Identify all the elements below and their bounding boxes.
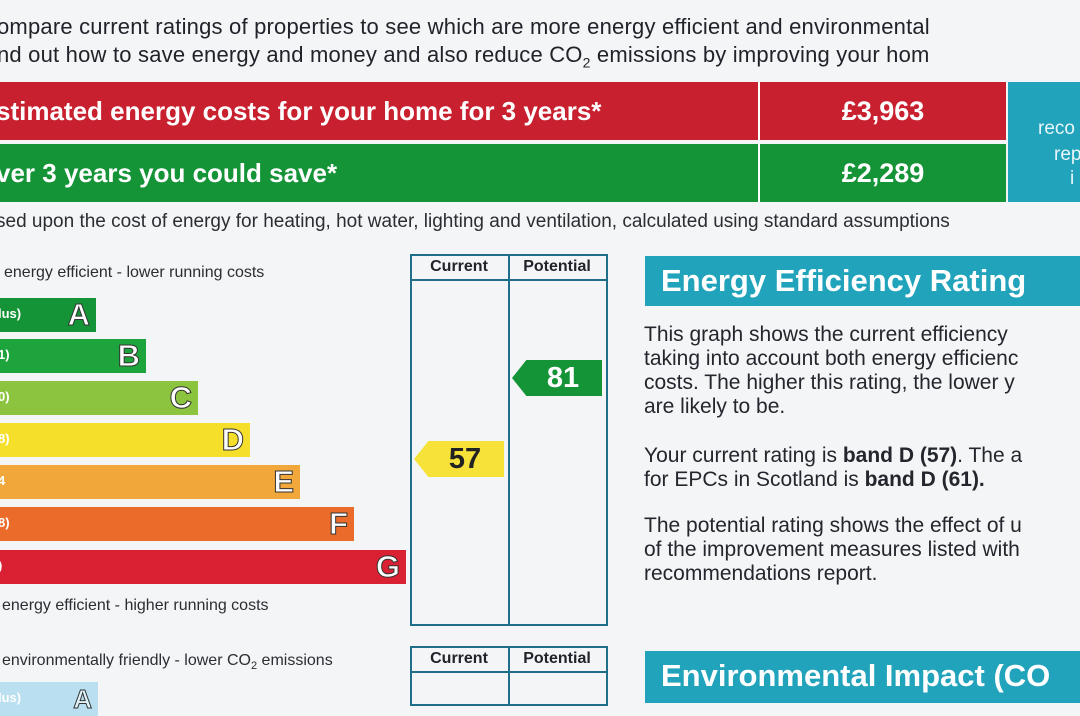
band-f: 8) F: [0, 507, 354, 541]
ei-current-header: Current: [410, 650, 508, 668]
band-f-range: 8): [0, 515, 10, 530]
savings-row: ver 3 years you could save* £2,289: [0, 144, 1004, 202]
ei-band-a: lus) A: [0, 682, 98, 716]
savings-label: ver 3 years you could save*: [0, 158, 337, 189]
band-a-range: lus): [0, 306, 21, 321]
band-c: 0) C: [0, 381, 198, 415]
intro-line-2-pre: nd out how to save energy and money and …: [0, 42, 583, 67]
estimated-costs-label: stimated energy costs for your home for …: [0, 96, 601, 127]
scotland-band-text: band D (61).: [865, 468, 985, 491]
current-band-text: band D (57): [843, 444, 957, 467]
band-e: 4 E: [0, 465, 300, 499]
ei-band-a-letter: A: [73, 682, 92, 716]
ee-p2-line-2-pre: for EPCs in Scotland is: [644, 468, 865, 491]
band-b-letter: B: [118, 339, 140, 373]
band-b: 1) B: [0, 339, 146, 373]
ee-current-column: [410, 254, 510, 626]
ee-rating-heading: Energy Efficiency Rating: [645, 256, 1080, 306]
side-panel-line-1: reco: [1038, 118, 1075, 140]
band-d-letter: D: [222, 423, 244, 457]
band-c-range: 0): [0, 389, 10, 404]
ee-paragraph-3: The potential rating shows the effect of…: [644, 514, 1022, 586]
ee-paragraph-2: Your current rating is band D (57). The …: [644, 444, 1022, 492]
costs-footnote: sed upon the cost of energy for heating,…: [0, 211, 950, 233]
band-d: 8) D: [0, 423, 250, 457]
estimated-costs-value: £3,963: [758, 82, 1006, 140]
ee-p1-line-4: are likely to be.: [644, 395, 1018, 419]
ee-top-label: energy efficient - lower running costs: [4, 264, 264, 282]
intro-line-2-post: emissions by improving your hom: [591, 42, 930, 67]
intro-line-1: ompare current ratings of properties to …: [0, 14, 930, 40]
ee-potential-header: Potential: [508, 258, 606, 276]
potential-rating-value: 81: [535, 362, 579, 394]
ee-header-divider: [410, 279, 608, 281]
ee-paragraph-1: This graph shows the current efficiency …: [644, 323, 1018, 419]
ee-bottom-label: energy efficient - higher running costs: [2, 597, 269, 615]
ee-p1-line-1: This graph shows the current efficiency: [644, 323, 1018, 347]
band-g: ) G: [0, 550, 406, 584]
recommendations-side-panel[interactable]: reco rep i: [1008, 82, 1080, 202]
band-a: lus) A: [0, 298, 96, 332]
band-b-range: 1): [0, 347, 10, 362]
band-g-range: ): [0, 558, 2, 573]
intro-line-2: nd out how to save energy and money and …: [0, 42, 930, 75]
ee-p3-line-1: The potential rating shows the effect of…: [644, 514, 1022, 538]
ee-p2-line-2: for EPCs in Scotland is band D (61).: [644, 468, 1022, 492]
ei-band-a-range: lus): [0, 690, 21, 705]
ei-potential-header: Potential: [508, 650, 606, 668]
ee-p2-line-1: Your current rating is band D (57). The …: [644, 444, 1022, 468]
ei-header-divider: [410, 671, 608, 673]
ei-heading: Environmental Impact (CO: [645, 651, 1080, 703]
ei-top-label-post: emissions: [257, 652, 333, 669]
potential-rating-arrow: 81: [512, 360, 602, 396]
band-e-letter: E: [273, 465, 294, 499]
side-panel-line-2: rep: [1054, 144, 1080, 166]
band-f-letter: F: [329, 507, 348, 541]
ei-top-label-pre: environmentally friendly - lower CO: [2, 652, 251, 669]
ee-potential-column: [508, 254, 608, 626]
ee-current-header: Current: [410, 258, 508, 276]
current-rating-arrow: 57: [414, 441, 504, 477]
ee-p2-line-1-pre: Your current rating is: [644, 444, 843, 467]
band-e-range: 4: [0, 473, 5, 488]
side-panel-line-3: i: [1070, 168, 1074, 190]
current-rating-value: 57: [437, 443, 481, 475]
savings-value: £2,289: [758, 144, 1006, 202]
band-d-range: 8): [0, 431, 10, 446]
ee-p1-line-2: taking into account both energy efficien…: [644, 347, 1018, 371]
band-g-letter: G: [376, 550, 400, 584]
band-c-letter: C: [170, 381, 192, 415]
ei-top-label: environmentally friendly - lower CO2 emi…: [2, 652, 333, 672]
ee-p1-line-3: costs. The higher this rating, the lower…: [644, 371, 1018, 395]
ee-p3-line-2: of the improvement measures listed with: [644, 538, 1022, 562]
ee-p2-line-1-post: . The a: [957, 444, 1022, 467]
intro-co2-subscript: 2: [583, 54, 591, 70]
band-a-letter: A: [68, 298, 90, 332]
estimated-costs-row: stimated energy costs for your home for …: [0, 82, 1004, 140]
ee-p3-line-3: recommendations report.: [644, 562, 1022, 586]
